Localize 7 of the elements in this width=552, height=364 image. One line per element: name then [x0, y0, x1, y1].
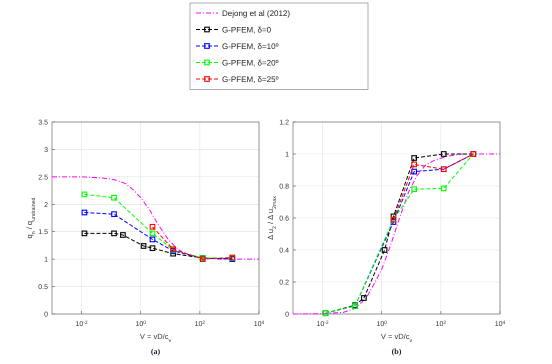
- legend-label: Dejong et al (2012): [222, 9, 290, 18]
- legend-label: G-PFEM, δ=10º: [222, 42, 279, 51]
- text: (b): [392, 347, 402, 356]
- legend-label: G-PFEM, δ=25º: [222, 75, 279, 84]
- text: (a): [150, 347, 160, 356]
- legend-label: G-PFEM, δ=0: [222, 26, 272, 34]
- legend-label: G-PFEM, δ=20º: [222, 58, 279, 68]
